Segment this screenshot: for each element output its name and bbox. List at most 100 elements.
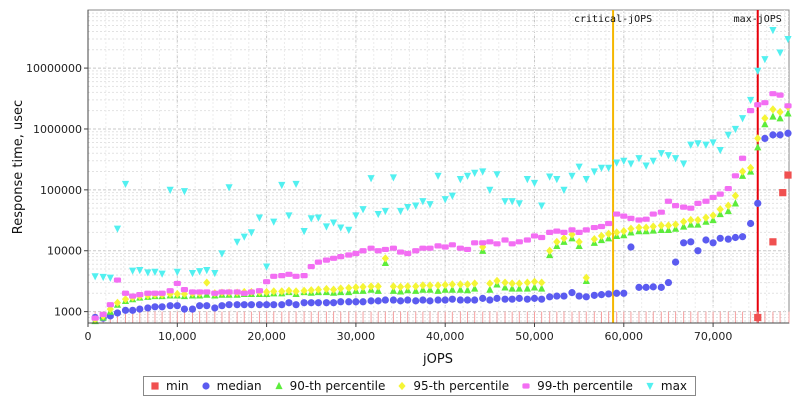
data-point <box>761 100 769 106</box>
data-point <box>754 134 762 143</box>
data-point <box>620 213 628 219</box>
data-point <box>724 185 732 192</box>
data-point <box>671 258 680 266</box>
data-point <box>546 229 554 236</box>
data-point <box>136 305 144 313</box>
x-tick-label: 70,000 <box>694 330 733 343</box>
data-point <box>270 287 278 296</box>
data-point <box>546 246 554 255</box>
data-point <box>203 267 211 275</box>
data-point <box>716 209 724 218</box>
legend-symbol <box>275 381 283 390</box>
data-point <box>233 238 241 246</box>
data-point <box>463 280 472 289</box>
data-point <box>441 285 449 293</box>
legend-symbol <box>522 383 530 389</box>
data-point <box>582 227 590 233</box>
data-point <box>776 131 784 139</box>
x-axis: 0 10,000 20,000 30,000 40,000 50,000 60,000 70,… <box>85 322 789 343</box>
data-point <box>345 298 353 306</box>
data-point <box>754 143 762 151</box>
data-point <box>613 211 621 217</box>
data-point <box>270 273 278 279</box>
data-point <box>657 150 665 158</box>
data-point <box>694 140 702 148</box>
data-point <box>426 297 434 305</box>
data-point <box>404 204 412 212</box>
data-point <box>463 296 472 304</box>
data-point <box>709 239 717 247</box>
data-point <box>247 229 256 237</box>
data-point <box>329 299 338 307</box>
data-point <box>381 258 389 267</box>
data-point <box>158 270 166 278</box>
data-point <box>300 299 308 307</box>
data-point <box>597 223 606 230</box>
data-point <box>523 295 531 303</box>
data-point <box>649 222 657 231</box>
data-point <box>448 285 456 293</box>
data-point <box>590 168 598 176</box>
data-point <box>196 302 204 310</box>
data-point <box>307 215 315 223</box>
data-point <box>359 298 367 306</box>
data-point <box>731 191 740 200</box>
data-point <box>501 237 509 243</box>
data-point <box>754 67 762 75</box>
data-point <box>381 254 389 263</box>
data-point <box>597 291 606 299</box>
data-point <box>761 134 769 143</box>
data-point <box>613 159 621 167</box>
data-point <box>434 286 442 294</box>
data-point <box>680 222 688 230</box>
data-point <box>575 237 583 246</box>
legend-item: 95-th percentile <box>397 379 509 393</box>
data-point <box>240 301 248 309</box>
y-tick-label: 10000 <box>47 245 82 258</box>
data-point <box>680 160 688 168</box>
data-point <box>724 201 732 210</box>
data-point <box>262 263 271 271</box>
data-point <box>173 289 181 299</box>
data-point <box>784 109 792 117</box>
data-point <box>441 296 449 304</box>
data-point <box>680 217 688 226</box>
data-point <box>523 284 531 292</box>
data-point <box>381 207 389 216</box>
data-point <box>776 92 784 98</box>
data-point <box>144 269 152 277</box>
data-point <box>412 202 420 210</box>
data-point <box>389 296 398 304</box>
y-tick-label: 10000000 <box>26 62 82 75</box>
data-point <box>367 245 375 251</box>
legend-symbol <box>646 382 654 391</box>
legend-label: 90-th percentile <box>289 379 386 393</box>
data-point <box>635 223 643 232</box>
series-max <box>91 27 792 282</box>
data-point <box>642 216 650 222</box>
data-point <box>456 280 464 289</box>
data-point <box>523 237 531 243</box>
data-point <box>523 176 531 184</box>
data-point <box>434 296 442 304</box>
data-point <box>642 162 650 170</box>
data-point <box>278 181 286 190</box>
data-point <box>769 91 777 97</box>
data-point <box>188 269 197 278</box>
data-point <box>456 176 464 184</box>
data-point <box>113 298 122 307</box>
data-point <box>508 279 516 288</box>
data-point <box>471 240 479 246</box>
data-point <box>560 186 568 194</box>
data-point <box>479 240 487 246</box>
legend-label: min <box>166 379 189 393</box>
data-point <box>523 278 531 287</box>
data-point <box>553 237 561 246</box>
data-point <box>203 302 211 310</box>
data-point <box>553 292 561 300</box>
data-point <box>99 273 107 282</box>
data-point <box>441 244 449 250</box>
data-point <box>747 163 755 172</box>
data-point <box>694 215 702 225</box>
data-point <box>322 284 331 294</box>
